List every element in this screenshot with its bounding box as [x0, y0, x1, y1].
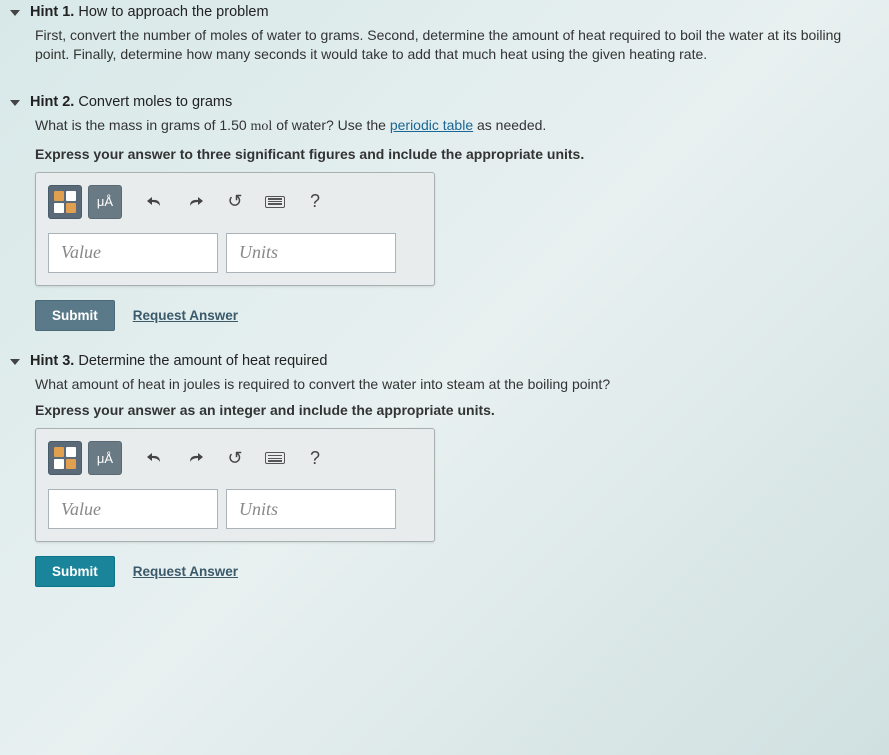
caret-down-icon: [10, 100, 20, 106]
question-unit: mol: [251, 119, 273, 134]
answer-toolbar: μÅ ↺ ?: [48, 441, 422, 475]
redo-button[interactable]: [178, 185, 212, 219]
question-pre: What is the mass in grams of 1.50: [35, 117, 251, 133]
caret-down-icon: [10, 359, 20, 365]
caret-down-icon: [10, 10, 20, 16]
hint-number: Hint 2.: [30, 94, 74, 110]
value-input[interactable]: Value: [48, 233, 218, 273]
hint-instruction: Express your answer as an integer and in…: [35, 401, 879, 420]
undo-icon: [146, 194, 164, 210]
reset-button[interactable]: ↺: [218, 185, 252, 219]
redo-icon: [186, 194, 204, 210]
redo-icon: [186, 450, 204, 466]
hint-text: First, convert the number of moles of wa…: [35, 26, 879, 64]
action-row: Submit Request Answer: [35, 300, 879, 331]
question-post: as needed.: [473, 117, 546, 133]
input-row: Value Units: [48, 233, 422, 273]
hint-number: Hint 1.: [30, 4, 74, 20]
hint-title-text: Determine the amount of heat required: [78, 353, 327, 369]
hint-instruction: Express your answer to three significant…: [35, 145, 879, 164]
reset-button[interactable]: ↺: [218, 441, 252, 475]
hint-header[interactable]: Hint 1. How to approach the problem: [10, 4, 879, 20]
keyboard-icon: [265, 452, 285, 464]
submit-button[interactable]: Submit: [35, 556, 115, 587]
templates-button[interactable]: [48, 185, 82, 219]
question-mid: of water? Use the: [272, 117, 390, 133]
hint-body: What is the mass in grams of 1.50 mol of…: [35, 116, 879, 331]
units-input[interactable]: Units: [226, 489, 396, 529]
templates-button[interactable]: [48, 441, 82, 475]
special-chars-button[interactable]: μÅ: [88, 185, 122, 219]
undo-button[interactable]: [138, 441, 172, 475]
request-answer-link[interactable]: Request Answer: [133, 564, 238, 579]
redo-button[interactable]: [178, 441, 212, 475]
input-row: Value Units: [48, 489, 422, 529]
hint-question: What amount of heat in joules is require…: [35, 375, 879, 394]
units-input[interactable]: Units: [226, 233, 396, 273]
hint-question: What is the mass in grams of 1.50 mol of…: [35, 116, 879, 137]
answer-toolbar: μÅ ↺ ?: [48, 185, 422, 219]
undo-icon: [146, 450, 164, 466]
special-chars-button[interactable]: μÅ: [88, 441, 122, 475]
hint-title-text: How to approach the problem: [78, 4, 268, 20]
submit-button[interactable]: Submit: [35, 300, 115, 331]
hint-title-text: Convert moles to grams: [78, 94, 232, 110]
hint-block-3: Hint 3. Determine the amount of heat req…: [0, 349, 889, 606]
hint-header[interactable]: Hint 3. Determine the amount of heat req…: [10, 353, 879, 369]
undo-button[interactable]: [138, 185, 172, 219]
hint-title: Hint 3. Determine the amount of heat req…: [30, 353, 327, 369]
keyboard-button[interactable]: [258, 441, 292, 475]
action-row: Submit Request Answer: [35, 556, 879, 587]
hint-block-2: Hint 2. Convert moles to grams What is t…: [0, 90, 889, 349]
hint-block-1: Hint 1. How to approach the problem Firs…: [0, 0, 889, 90]
hint-number: Hint 3.: [30, 353, 74, 369]
periodic-table-link[interactable]: periodic table: [390, 117, 473, 133]
hint-header[interactable]: Hint 2. Convert moles to grams: [10, 94, 879, 110]
hint-body: What amount of heat in joules is require…: [35, 375, 879, 588]
request-answer-link[interactable]: Request Answer: [133, 308, 238, 323]
help-button[interactable]: ?: [298, 185, 332, 219]
templates-icon: [54, 447, 76, 469]
keyboard-button[interactable]: [258, 185, 292, 219]
reset-icon: ↺: [227, 448, 242, 469]
keyboard-icon: [265, 196, 285, 208]
hint-title: Hint 1. How to approach the problem: [30, 4, 269, 20]
reset-icon: ↺: [227, 191, 242, 212]
answer-box: μÅ ↺ ? Value Units: [35, 428, 435, 542]
help-button[interactable]: ?: [298, 441, 332, 475]
value-input[interactable]: Value: [48, 489, 218, 529]
hint-body: First, convert the number of moles of wa…: [35, 26, 879, 64]
hint-title: Hint 2. Convert moles to grams: [30, 94, 232, 110]
answer-box: μÅ ↺ ? Value Units: [35, 172, 435, 286]
templates-icon: [54, 191, 76, 213]
